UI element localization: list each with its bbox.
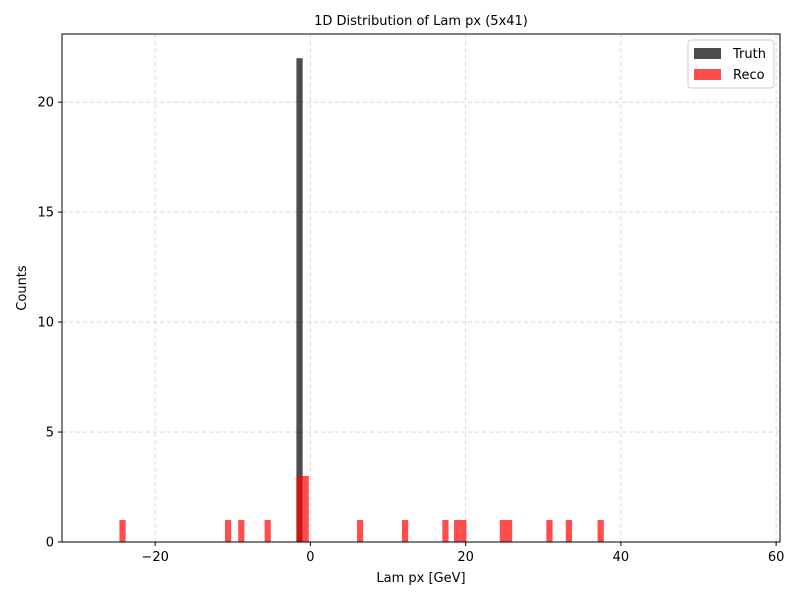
reco-bar <box>499 520 506 542</box>
ticks: −20 0 20 40 60 0 5 10 15 20 <box>37 96 784 565</box>
y-axis-label: Counts <box>15 265 30 311</box>
reco-bar <box>453 520 461 542</box>
reco-bar <box>546 520 553 542</box>
y-tick-label: 0 <box>46 536 54 551</box>
bars <box>119 58 604 542</box>
plot-frame <box>61 33 781 543</box>
x-axis-label: Lam px [GeV] <box>376 571 465 586</box>
reco-bar <box>565 520 572 542</box>
reco-bar <box>296 476 303 542</box>
x-tick-label: 20 <box>457 550 474 565</box>
y-tick-label: 15 <box>37 206 54 221</box>
reco-bar <box>238 520 245 542</box>
legend-swatch-reco <box>694 69 721 80</box>
reco-bar <box>442 520 449 542</box>
grid <box>62 34 780 543</box>
reco-bar <box>302 476 309 542</box>
y-tick-label: 20 <box>37 96 54 111</box>
y-tick-label: 5 <box>46 426 54 441</box>
legend-label-reco: Reco <box>733 68 765 83</box>
reco-bar <box>356 520 364 542</box>
truth-bar <box>296 58 303 542</box>
legend-label-truth: Truth <box>732 47 766 62</box>
reco-bar <box>401 520 409 542</box>
legend: Truth Reco <box>687 39 775 89</box>
x-tick-label: 40 <box>613 550 630 565</box>
x-tick-label: 60 <box>768 550 785 565</box>
chart-title: 1D Distribution of Lam px (5x41) <box>314 14 528 29</box>
reco-bar <box>597 520 604 542</box>
x-tick-label: −20 <box>141 550 168 565</box>
reco-bar <box>460 520 467 542</box>
x-tick-label: 0 <box>306 550 314 565</box>
reco-bar <box>264 520 271 542</box>
legend-swatch-truth <box>694 48 721 59</box>
reco-bar <box>119 520 126 542</box>
reco-bar <box>505 520 513 542</box>
y-tick-label: 10 <box>37 316 54 331</box>
reco-bar <box>225 520 232 542</box>
